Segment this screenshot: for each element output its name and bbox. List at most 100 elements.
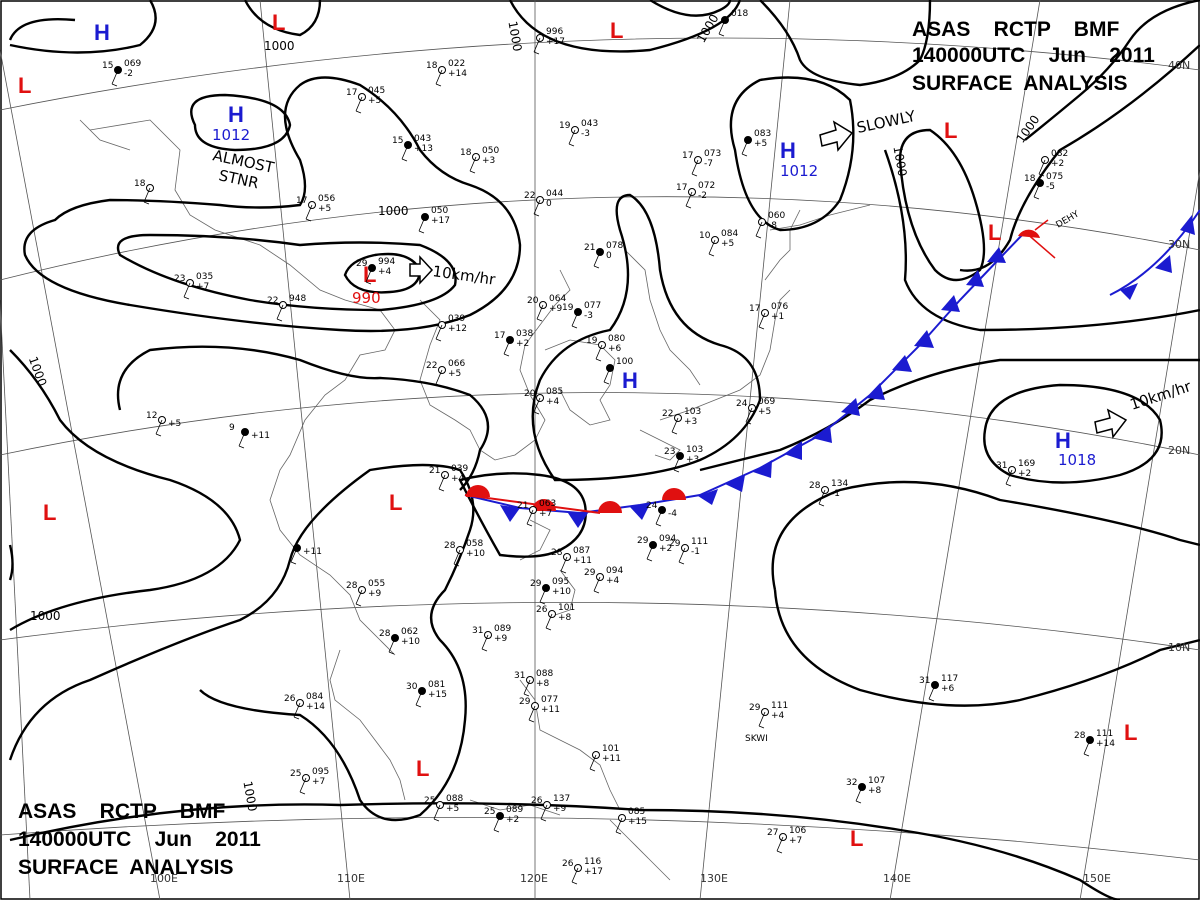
station-plot: 31 117+6	[919, 674, 958, 702]
arrow-icon	[819, 120, 854, 152]
wind-barb-icon	[855, 786, 863, 804]
isobar	[9, 802, 1121, 900]
wind-barb-icon	[401, 144, 409, 162]
wind-barb-icon	[593, 576, 601, 594]
wind-barb-icon	[568, 129, 576, 147]
high-pressure-center: H	[228, 102, 244, 127]
cold-front-barb	[987, 247, 1006, 263]
station-pressure: 072	[698, 181, 715, 191]
cold-front-barb	[753, 460, 772, 478]
isobar	[531, 193, 762, 482]
station-temperature: 17	[682, 151, 693, 161]
latitude-label: 40N	[1168, 59, 1190, 72]
station-pressure: 039	[448, 314, 465, 324]
wind-barb-icon	[526, 509, 534, 527]
station-pressure-tendency: +5	[758, 407, 771, 417]
station-temperature: 19	[586, 336, 598, 346]
station-pressure-tendency: -3	[584, 311, 593, 321]
longitude-line-140e	[889, 0, 1041, 900]
station-plot: 21 039+4	[429, 464, 468, 492]
station-pressure-tendency: +9	[368, 589, 382, 599]
station-pressure: 060	[768, 211, 785, 221]
station-pressure-tendency: +11	[573, 556, 592, 566]
cold-front-barb	[1120, 283, 1138, 300]
station-plot: 18 050+3	[460, 146, 499, 174]
pressure-centers: H H 1012 H 1012 H H 1018 L L L L 990 L L…	[18, 10, 1137, 851]
wind-barb-icon	[1038, 159, 1046, 177]
station-plot: 21 063+7	[517, 499, 556, 527]
station-temperature: 25	[424, 796, 435, 806]
latitude-line-30n	[0, 196, 1200, 281]
station-temperature: 21	[429, 466, 440, 476]
wind-barb-icon	[435, 324, 443, 342]
station-pressure-tendency: +10	[552, 587, 571, 597]
wind-barb-icon	[481, 634, 489, 652]
station-plot: 29 077+11	[519, 695, 560, 723]
station-pressure-tendency: +5	[721, 239, 734, 249]
station-pressure-tendency: +5	[754, 139, 767, 149]
wind-barb-icon	[155, 419, 163, 437]
latitude-line-0	[0, 817, 1200, 861]
station-temperature: 29	[530, 579, 542, 589]
station-plot: 20 085+4	[524, 387, 563, 415]
station-pressure-tendency: +12	[448, 324, 467, 334]
station-pressure: 101	[558, 603, 575, 613]
arrow-icon	[1094, 408, 1128, 439]
station-temperature: 27	[767, 828, 778, 838]
station-plot: 19 077-3	[562, 301, 601, 329]
station-pressure: 101	[602, 744, 619, 754]
wind-barb-icon	[533, 199, 541, 217]
cold-front-barb	[914, 330, 934, 348]
wind-barb-icon	[758, 312, 766, 330]
station-temperature: 17	[494, 331, 505, 341]
low-pressure-center: L	[389, 490, 402, 515]
isobar	[9, 0, 157, 54]
station-temperature: 31	[996, 461, 1007, 471]
isobar-label: 1000	[264, 39, 295, 53]
station-temperature: 25	[290, 769, 301, 779]
station-pressure: 089	[494, 624, 511, 634]
station-pressure: 050	[431, 206, 448, 216]
wind-barb-icon	[503, 339, 511, 357]
station-plot: 19 080+6	[586, 334, 625, 362]
station-pressure-tendency: +3	[684, 417, 697, 427]
station-plot: 082+2	[1038, 149, 1068, 177]
station-plot: 17 076+1	[749, 302, 788, 330]
header-line: 140000UTC Jun 2011	[18, 828, 261, 851]
station-temperature: 26	[562, 859, 574, 869]
station-plot: 19 043-3	[559, 119, 598, 147]
station-pressure-tendency: +9	[553, 804, 567, 814]
station-pressure: 994	[378, 257, 395, 267]
station-temperature: 21	[517, 501, 528, 511]
station-temperature: 28	[379, 629, 391, 639]
isobar	[458, 472, 587, 558]
station-pressure: 080	[608, 334, 625, 344]
station-plot: 29 095+10	[530, 577, 571, 605]
station-pressure: 066	[448, 359, 465, 369]
station-temperature: 20	[524, 389, 536, 399]
longitude-label: 110E	[337, 872, 365, 885]
station-temperature: 17	[296, 196, 307, 206]
station-plot: 28 134-1	[809, 479, 848, 507]
station-temperature: 26	[531, 796, 543, 806]
isobar-label: 1000	[378, 204, 409, 218]
station-plot: 24 -4	[646, 501, 677, 527]
station-pressure: 022	[448, 59, 465, 69]
station-temperature: 18	[1024, 174, 1036, 184]
wind-barb-icon	[593, 251, 601, 269]
station-plot: 29 111-1	[669, 537, 708, 565]
isobar	[23, 76, 522, 333]
station-pressure: 084	[721, 229, 738, 239]
station-temperature: 22	[662, 409, 673, 419]
front-tick	[1024, 219, 1056, 259]
header-line: 140000UTC Jun 2011	[912, 44, 1155, 67]
low-pressure-center: L	[610, 18, 623, 43]
warm-segment	[464, 494, 601, 514]
wind-barb-icon	[305, 204, 313, 222]
station-pressure: 103	[684, 407, 701, 417]
station-pressure: 043	[414, 134, 431, 144]
station-pressure-tendency: +14	[306, 702, 325, 712]
station-pressure-tendency: +8	[536, 679, 550, 689]
